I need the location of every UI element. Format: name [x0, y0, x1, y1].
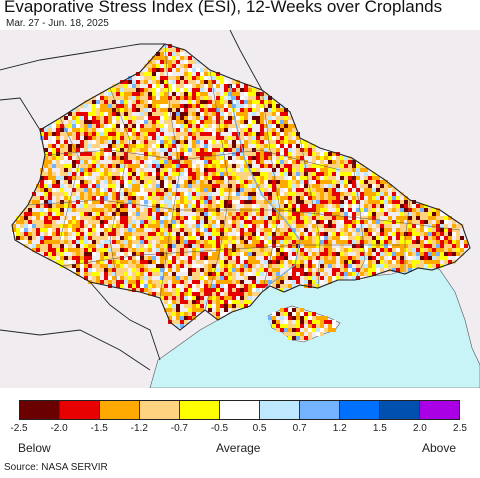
legend-tick-label: 0.5	[252, 423, 267, 434]
legend: -2.5 -2.0 -1.5 -1.2 -0.7 -0.5 0.5 0.7 1.2 1.5 2.0 2…	[0, 388, 480, 460]
poland-border	[0, 97, 41, 131]
legend-swatch-5	[220, 401, 260, 419]
legend-swatch-4	[180, 401, 220, 419]
belarus-border	[0, 43, 165, 71]
legend-swatch-10	[420, 401, 459, 419]
legend-color-bar	[19, 400, 460, 420]
map-canvas	[0, 30, 480, 388]
legend-swatch-6	[260, 401, 300, 419]
legend-tick-label: 2.0	[412, 423, 427, 434]
esi-map	[0, 30, 480, 388]
legend-swatch-8	[340, 401, 380, 419]
legend-swatch-7	[300, 401, 340, 419]
legend-tick-label: -0.5	[210, 423, 229, 434]
russia-border	[229, 30, 263, 91]
legend-tick-label: -2.0	[50, 423, 68, 434]
legend-swatch-3	[140, 401, 180, 419]
legend-swatch-0	[20, 401, 60, 419]
map-title: Evaporative Stress Index (ESI), 12-Weeks…	[4, 0, 443, 16]
oblast-borders	[27, 43, 461, 311]
legend-swatch-2	[100, 401, 140, 419]
legend-tick-label: 2.5	[453, 423, 467, 434]
legend-below-label: Below	[18, 441, 51, 455]
legend-tick-label: -2.5	[10, 423, 28, 434]
legend-average-label: Average	[216, 441, 261, 455]
moldova-border	[89, 281, 161, 361]
legend-tick-label: 1.5	[372, 423, 387, 434]
legend-tick-label: 0.7	[292, 423, 307, 434]
legend-above-label: Above	[422, 441, 457, 455]
dnipro-river	[229, 84, 301, 289]
date-range: Mar. 27 - Jun. 18, 2025	[6, 18, 109, 29]
legend-tick-label: -1.2	[130, 423, 148, 434]
legend-tick-label: -1.5	[90, 423, 108, 434]
legend-tick-label: 1.2	[332, 423, 347, 434]
legend-tick-label: -0.7	[170, 423, 188, 434]
esi-pixel-layer	[12, 44, 468, 340]
source-credit: Source: NASA SERVIR	[4, 462, 108, 473]
legend-swatch-9	[380, 401, 420, 419]
legend-swatch-1	[60, 401, 100, 419]
romania-border	[0, 329, 151, 371]
